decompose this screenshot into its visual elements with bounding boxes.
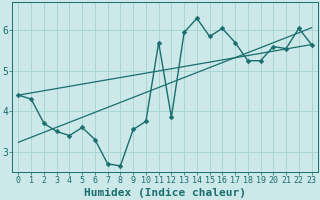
X-axis label: Humidex (Indice chaleur): Humidex (Indice chaleur) [84, 188, 246, 198]
